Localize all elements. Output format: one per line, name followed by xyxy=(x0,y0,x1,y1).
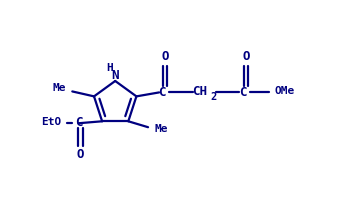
Text: C: C xyxy=(75,116,82,129)
Text: O: O xyxy=(161,50,169,63)
Text: 2: 2 xyxy=(210,92,216,102)
Text: EtO: EtO xyxy=(41,117,61,127)
Text: Me: Me xyxy=(154,124,168,134)
Text: C: C xyxy=(239,86,247,99)
Text: Me: Me xyxy=(53,83,66,94)
Text: H: H xyxy=(106,63,113,73)
Text: OMe: OMe xyxy=(274,86,295,97)
Text: C: C xyxy=(158,86,166,99)
Text: O: O xyxy=(242,50,250,63)
Text: CH: CH xyxy=(192,85,207,98)
Text: O: O xyxy=(77,148,84,161)
Text: N: N xyxy=(111,69,119,81)
